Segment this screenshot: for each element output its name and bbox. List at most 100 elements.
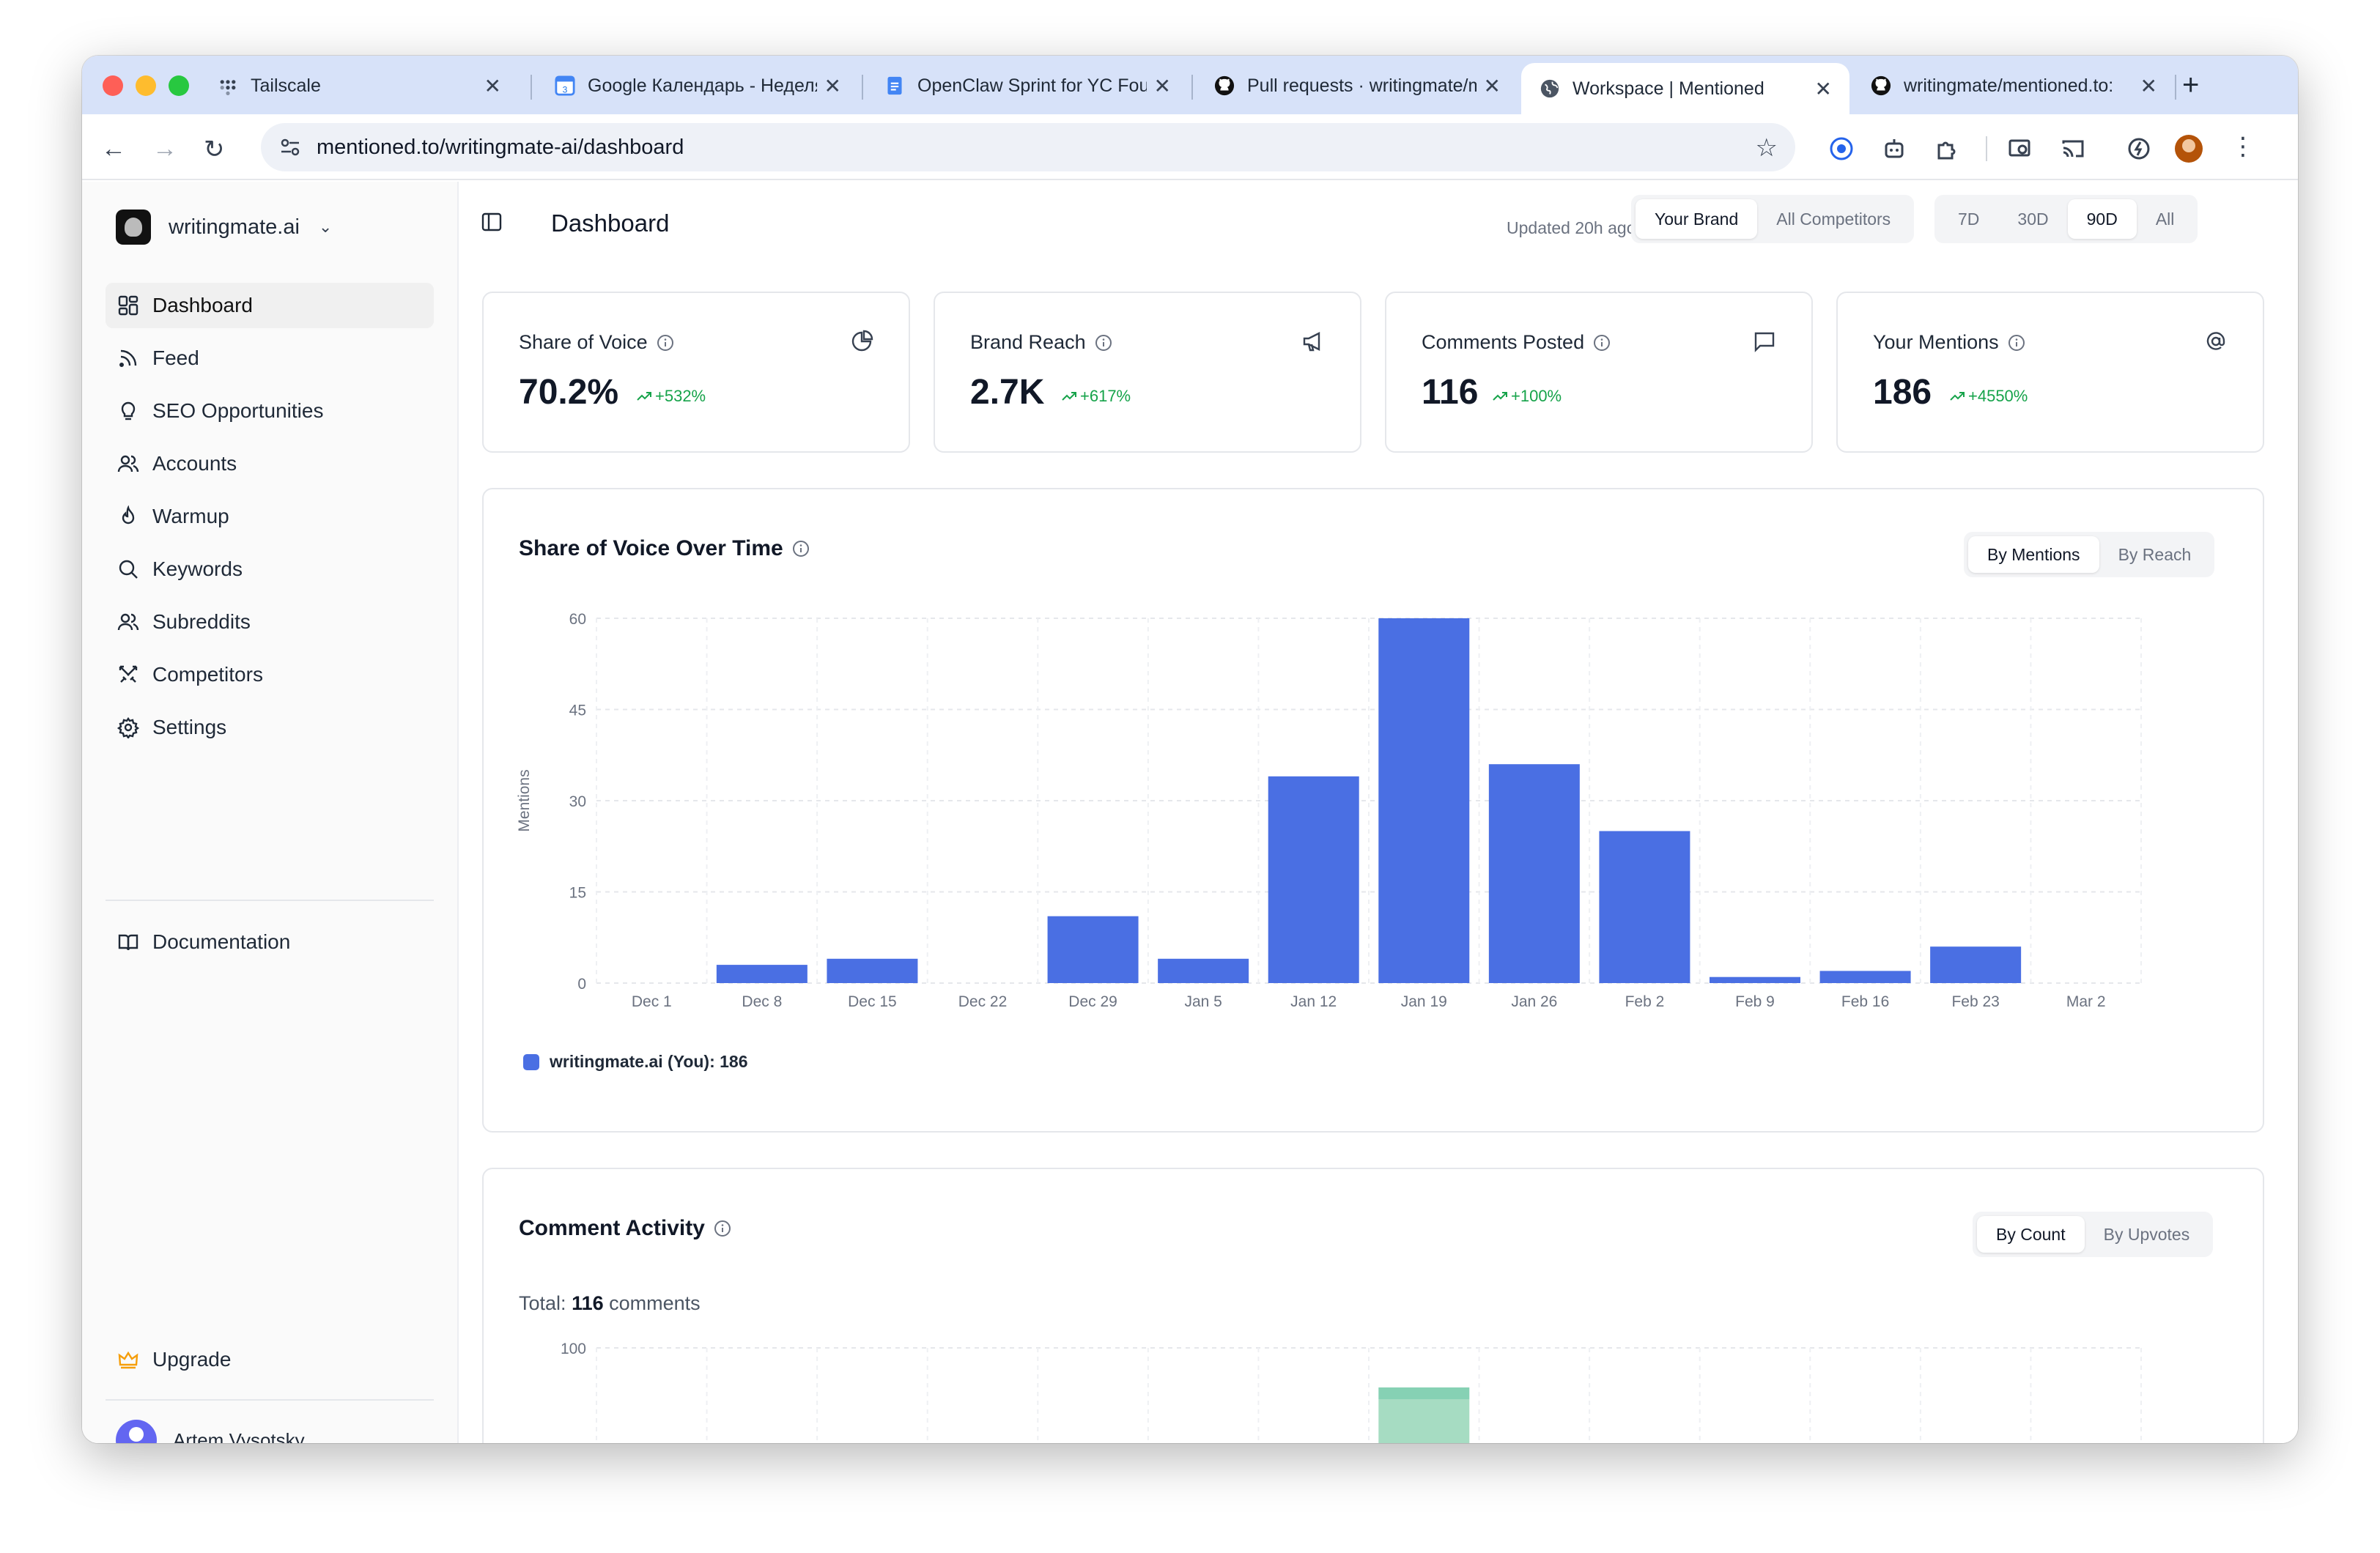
sidebar-item-dashboard[interactable]: Dashboard (106, 283, 434, 328)
stat-title: Comments Posted (1422, 331, 1611, 354)
url-text: mentioned.to/writingmate-ai/dashboard (317, 135, 684, 159)
user-menu[interactable]: Artem Vysotsky (116, 1420, 305, 1443)
sidebar-toggle-icon[interactable] (481, 211, 503, 233)
info-icon[interactable] (1095, 334, 1112, 352)
google-calendar-icon: 3 (554, 75, 576, 97)
sidebar-item-settings[interactable]: Settings (106, 705, 434, 750)
range-all[interactable]: All (2155, 209, 2175, 229)
upgrade-button[interactable]: Upgrade (117, 1348, 231, 1371)
trending-up-icon (1493, 392, 1507, 401)
forward-arrow-icon[interactable]: → (152, 135, 177, 163)
info-icon[interactable] (792, 540, 810, 557)
minimize-window-button[interactable] (136, 75, 156, 96)
tab-separator (1191, 75, 1193, 100)
info-icon[interactable] (2008, 334, 2025, 352)
stat-title: Your Mentions (1873, 331, 2025, 354)
sidebar-item-keywords[interactable]: Keywords (106, 546, 434, 592)
bar (1268, 776, 1359, 983)
profile-avatar[interactable] (2175, 135, 2203, 163)
screen-search-icon[interactable] (2008, 136, 2033, 161)
comment-metric-toggle: By Count By Upvotes (1973, 1212, 2214, 1257)
tab-pull-requests[interactable]: Pull requests · writingmate/mentioned ✕ (1196, 63, 1518, 108)
tab-close-icon[interactable]: ✕ (1814, 77, 1832, 100)
range-90d[interactable]: 90D (2067, 199, 2137, 239)
tab-openclaw-doc[interactable]: OpenClaw Sprint for YC Founders ✕ (866, 63, 1189, 108)
stat-card-brand-reach: Brand Reach 2.7K +617% (934, 292, 1361, 453)
tab-close-icon[interactable]: ✕ (2140, 74, 2157, 97)
sidebar-item-competitors[interactable]: Competitors (106, 652, 434, 697)
tab-separator (531, 75, 532, 100)
bar (1710, 976, 1800, 983)
tab-close-icon[interactable]: ✕ (1483, 74, 1501, 97)
toggle-by-upvotes[interactable]: By Upvotes (2103, 1224, 2190, 1244)
robot-extension-icon[interactable] (1882, 136, 1907, 161)
tab-tailscale[interactable]: Tailscale ✕ (199, 63, 519, 108)
tab-workspace-mentioned[interactable]: Workspace | Mentioned ✕ (1521, 63, 1849, 114)
toggle-by-reach[interactable]: By Reach (2118, 544, 2192, 564)
more-menu-icon[interactable]: ⋮ (2231, 133, 2255, 160)
tab-close-icon[interactable]: ✕ (1153, 74, 1171, 97)
trending-up-icon (1062, 392, 1076, 401)
sidebar-item-feed[interactable]: Feed (106, 336, 434, 381)
range-30d[interactable]: 30D (2017, 209, 2049, 229)
new-tab-button[interactable]: + (2182, 69, 2200, 101)
tab-title: Google Календарь - Неделя (588, 75, 817, 96)
users-icon (117, 613, 139, 631)
scope-your-brand[interactable]: Your Brand (1636, 199, 1758, 239)
sidebar-item-subreddits[interactable]: Subreddits (106, 599, 434, 645)
scope-all-competitors[interactable]: All Competitors (1776, 209, 1891, 229)
close-window-button[interactable] (103, 75, 123, 96)
tab-title: Tailscale (251, 75, 321, 96)
flame-icon (122, 505, 135, 525)
extensions-puzzle-icon[interactable] (1934, 136, 1959, 161)
comment-activity-card: Comment Activity By Count By Upvotes Tot… (482, 1168, 2264, 1443)
stat-card-share-of-voice: Share of Voice 70.2% +532% (482, 292, 910, 453)
sidebar-item-documentation[interactable]: Documentation (117, 930, 290, 954)
maximize-window-button[interactable] (169, 75, 189, 96)
pie-chart-icon (851, 330, 873, 352)
chart-legend: writingmate.ai (You): 186 (523, 1052, 748, 1072)
reload-icon[interactable]: ↻ (204, 136, 225, 163)
github-icon (1213, 75, 1235, 97)
bar (1488, 764, 1580, 983)
sidebar-item-label: Competitors (152, 663, 263, 686)
workspace-switcher[interactable]: writingmate.ai ⌄ (116, 210, 332, 245)
tab-separator (862, 75, 863, 100)
bookmark-star-icon[interactable]: ☆ (1755, 134, 1778, 162)
tab-title: Pull requests · writingmate/mentioned (1247, 75, 1477, 96)
back-arrow-icon[interactable]: ← (101, 135, 126, 163)
rss-icon (119, 349, 137, 368)
x-tick-label: Dec 1 (632, 993, 672, 1010)
y-tick-label: 60 (569, 611, 586, 628)
tab-close-icon[interactable]: ✕ (484, 74, 501, 97)
address-bar[interactable]: mentioned.to/writingmate-ai/dashboard ☆ (261, 123, 1795, 171)
sov-bar-chart: 0 15 30 45 60 Mentions Dec 1 Dec 8 Dec 15 Dec 22 D… (516, 611, 2142, 1010)
megaphone-icon (1303, 332, 1320, 352)
x-tick-label: Feb 23 (1951, 993, 1999, 1010)
sidebar-item-seo-opportunities[interactable]: SEO Opportunities (106, 388, 434, 434)
sidebar-item-accounts[interactable]: Accounts (106, 441, 434, 486)
info-icon[interactable] (657, 334, 674, 352)
sidebar-item-label: Subreddits (152, 610, 251, 633)
toggle-by-count[interactable]: By Count (1977, 1216, 2085, 1253)
sidebar-item-label: Keywords (152, 557, 243, 580)
range-7d[interactable]: 7D (1958, 209, 1980, 229)
performance-icon[interactable] (2126, 136, 2151, 161)
bar-segment (1378, 1399, 1470, 1443)
site-settings-icon[interactable] (278, 136, 302, 159)
cast-icon[interactable] (2061, 136, 2085, 161)
sidebar-item-warmup[interactable]: Warmup (106, 494, 434, 539)
browser-window: Tailscale ✕ 3 Google Календарь - Неделя … (82, 56, 2298, 1443)
sidebar-item-label: SEO Opportunities (152, 399, 324, 422)
toggle-by-mentions[interactable]: By Mentions (1968, 536, 2099, 573)
x-tick-label: Dec 22 (958, 993, 1008, 1010)
message-square-icon (1754, 332, 1775, 352)
window-controls (103, 75, 189, 96)
password-manager-icon[interactable] (1829, 136, 1854, 161)
tab-github-repo[interactable]: writingmate/mentioned.to: ✕ (1852, 63, 2175, 108)
browser-toolbar: ← → ↻ mentioned.to/writingmate-ai/dashbo… (82, 114, 2298, 180)
tab-google-calendar[interactable]: 3 Google Календарь - Неделя ✕ (536, 63, 859, 108)
info-icon[interactable] (714, 1220, 731, 1237)
info-icon[interactable] (1593, 334, 1611, 352)
tab-close-icon[interactable]: ✕ (824, 74, 841, 97)
